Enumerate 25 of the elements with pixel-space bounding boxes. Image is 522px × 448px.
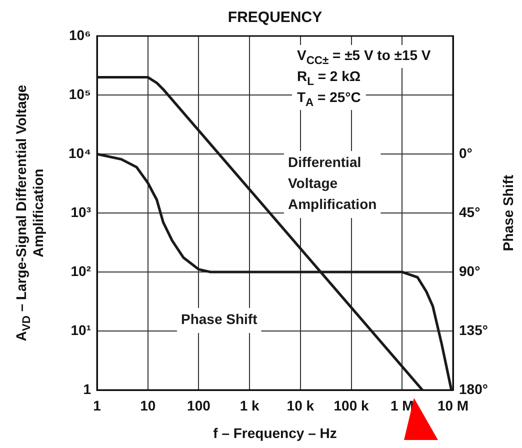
y-axis-title: AVD – Large-Signal Differential Voltage Amplification — [13, 84, 46, 342]
y-tick-label: 10³ — [70, 204, 92, 220]
chart-title: FREQUENCY — [228, 9, 322, 26]
y2-axis-title: Phase Shift — [500, 174, 516, 252]
y-tick-label: 10⁵ — [68, 86, 91, 102]
x-tick-label: 100 k — [334, 397, 370, 414]
y2-tick-label: 90° — [459, 262, 480, 279]
y-tick-label: 10¹ — [70, 322, 92, 338]
x-tick-label: 1 — [93, 397, 102, 414]
text: Phase Shift — [181, 311, 258, 327]
y-tick-label: 10² — [70, 262, 92, 279]
y2-tick-label: 180° — [459, 380, 488, 397]
y-tick-label: 10⁶ — [68, 26, 91, 43]
y-tick-label: 1 — [83, 380, 92, 397]
x-tick-label: 10 k — [286, 397, 314, 414]
x-tick-label: 1 k — [240, 397, 260, 414]
y-tick-label: 10⁴ — [68, 144, 92, 161]
x-tick-label: 10 M — [437, 397, 469, 414]
y2-tick-label: 0° — [459, 144, 472, 161]
y2-tick-label: 135° — [459, 322, 488, 338]
y2-tick-label: 45° — [459, 204, 480, 220]
x-tick-label: 10 — [140, 397, 156, 414]
series-label: Differential Voltage Amplification — [288, 154, 377, 212]
x-axis-title: f – Frequency – Hz — [213, 425, 337, 441]
x-tick-label: 100 — [187, 397, 211, 414]
